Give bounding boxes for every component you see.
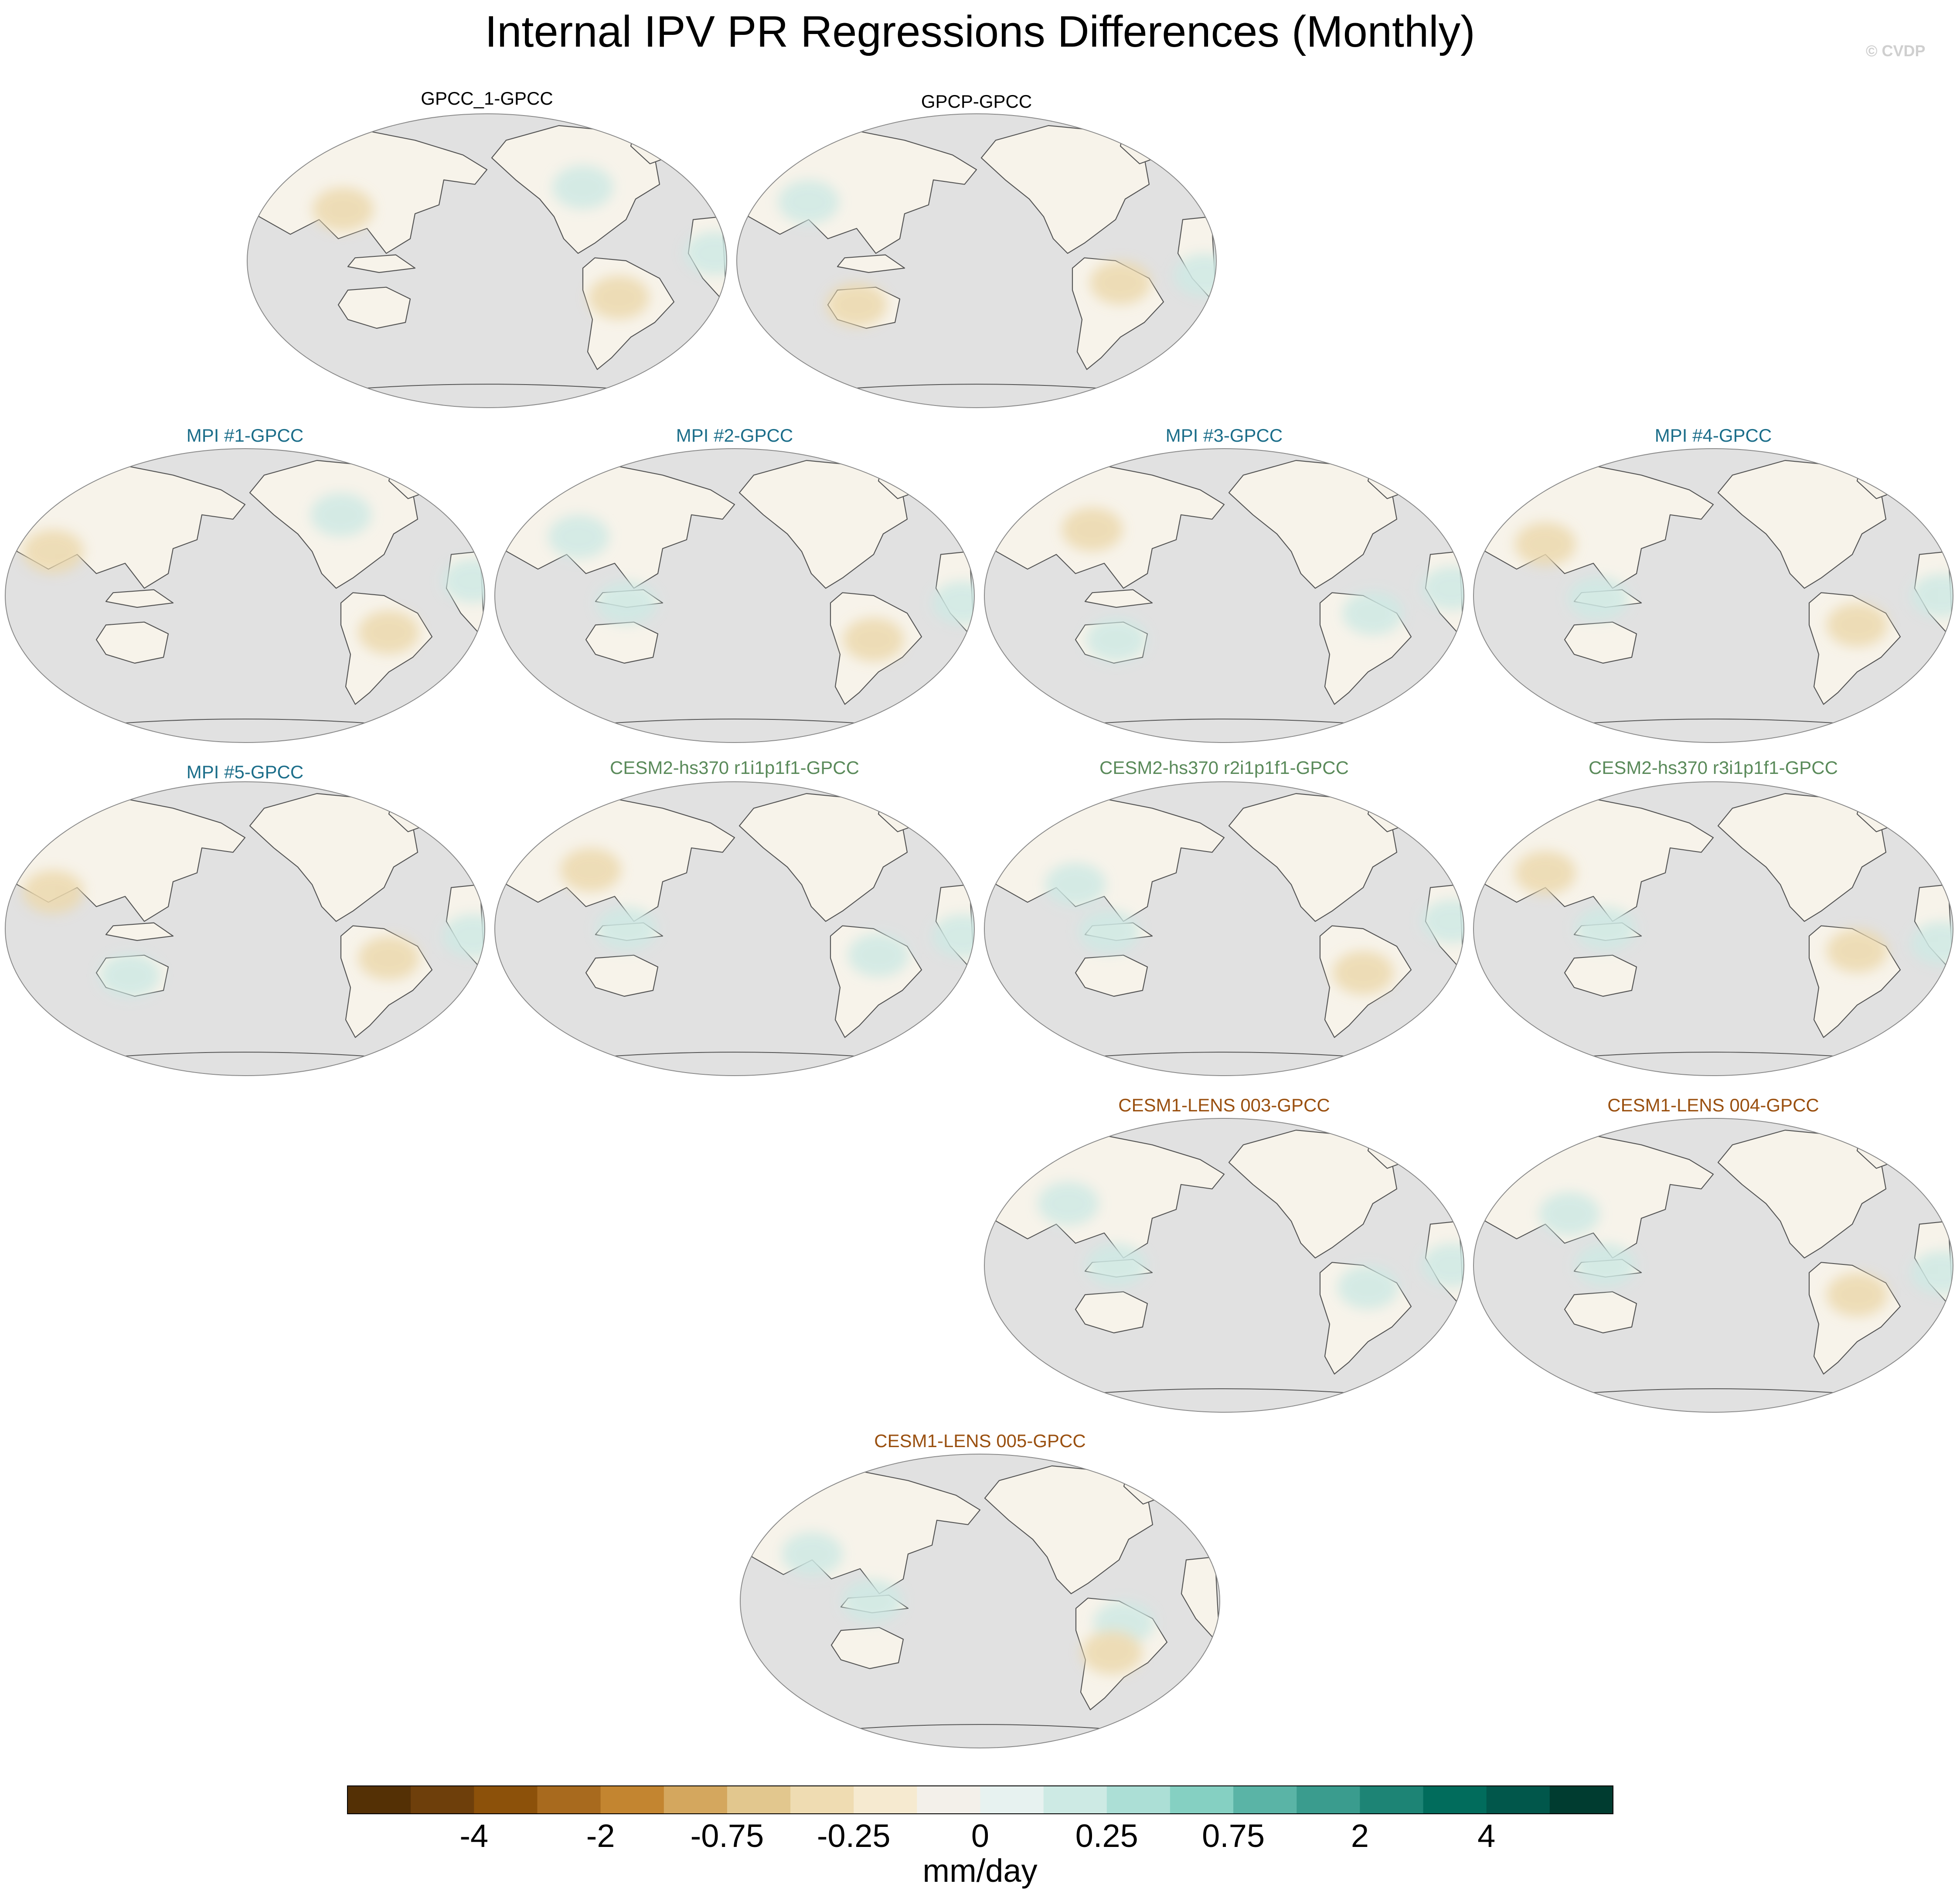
panel-title: CESM2-hs370 r2i1p1f1-GPCC [1099, 757, 1349, 778]
map-panel: MPI #1-GPCC [5, 425, 485, 743]
precip-anomaly-field [23, 493, 485, 654]
panel-title: MPI #3-GPCC [1166, 425, 1283, 446]
map-outline [984, 781, 1464, 1076]
map-panel: MPI #5-GPCC [5, 762, 485, 1076]
panel-title: MPI #5-GPCC [187, 762, 303, 782]
map-outline [494, 448, 975, 743]
map-panel: GPCP-GPCC [736, 91, 1217, 408]
precip-anomaly-field [782, 1532, 1154, 1674]
continent-indonesia [837, 254, 905, 273]
precip-anomaly-field [1038, 1182, 1464, 1309]
panel-title: CESM1-LENS 004-GPCC [1607, 1095, 1819, 1115]
precip-anomaly-field [560, 848, 974, 977]
panel-title: CESM2-hs370 r3i1p1f1-GPCC [1589, 757, 1838, 778]
map-panel: CESM1-LENS 004-GPCC [1473, 1095, 1953, 1413]
map-panel: MPI #4-GPCC [1473, 425, 1953, 743]
continent-australia [585, 621, 659, 664]
map-outline [1473, 448, 1953, 743]
continent-australia [95, 621, 169, 664]
continent-australia [337, 286, 411, 329]
precip-anomaly-field [1062, 508, 1464, 662]
map-outline [984, 1118, 1464, 1413]
continent-australia [1564, 1291, 1637, 1334]
map-outline [247, 113, 727, 408]
panel-title: MPI #4-GPCC [1655, 425, 1772, 446]
map-outline [5, 448, 485, 743]
map-panel: MPI #2-GPCC [494, 425, 975, 743]
map-outline [740, 1454, 1220, 1748]
continent-australia [585, 954, 659, 997]
panel-title: MPI #1-GPCC [187, 425, 303, 446]
continent-indonesia [347, 254, 416, 273]
panel-title: CESM1-LENS 003-GPCC [1118, 1095, 1330, 1115]
map-panel: CESM2-hs370 r3i1p1f1-GPCC [1473, 757, 1953, 1076]
panel-title: CESM2-hs370 r1i1p1f1-GPCC [610, 757, 859, 778]
map-panel: MPI #3-GPCC [984, 425, 1464, 743]
continent-australia [1564, 621, 1637, 664]
precip-anomaly-field [548, 515, 974, 662]
map-panel: CESM1-LENS 003-GPCC [984, 1095, 1464, 1413]
map-panel: CESM1-LENS 005-GPCC [740, 1431, 1220, 1748]
precip-anomaly-field [1539, 1192, 1953, 1317]
continent-indonesia [1084, 589, 1153, 608]
panel-title: GPCP-GPCC [921, 91, 1032, 112]
continent-indonesia [105, 922, 174, 941]
precip-anomaly-field [313, 165, 727, 320]
continent-australia [830, 1627, 904, 1669]
map-panel: CESM2-hs370 r1i1p1f1-GPCC [494, 757, 975, 1076]
panel-title: MPI #2-GPCC [676, 425, 793, 446]
precip-anomaly-field [23, 870, 485, 998]
map-panel: GPCC_1-GPCC [247, 88, 727, 408]
map-outline [736, 113, 1217, 408]
precip-anomaly-field [1045, 862, 1464, 995]
map-outline [5, 781, 485, 1076]
map-outline [1473, 1118, 1953, 1413]
page-title: Internal IPV PR Regressions Differences … [485, 7, 1475, 56]
precip-anomaly-field [1515, 522, 1953, 647]
map-panel: CESM2-hs370 r2i1p1f1-GPCC [984, 757, 1464, 1076]
panel-title: GPCC_1-GPCC [421, 88, 553, 109]
continent-indonesia [105, 589, 174, 608]
map-outline [494, 781, 975, 1076]
precip-anomaly-field [778, 180, 1216, 327]
map-outline [984, 448, 1464, 743]
continent-australia [1075, 954, 1148, 997]
continent-australia [1075, 1291, 1148, 1334]
continent-australia [1564, 954, 1637, 997]
copyright-watermark: © CVDP [1866, 42, 1926, 60]
map-outline [1473, 781, 1953, 1076]
panel-title: CESM1-LENS 005-GPCC [874, 1431, 1085, 1451]
precip-anomaly-field [1515, 851, 1953, 973]
